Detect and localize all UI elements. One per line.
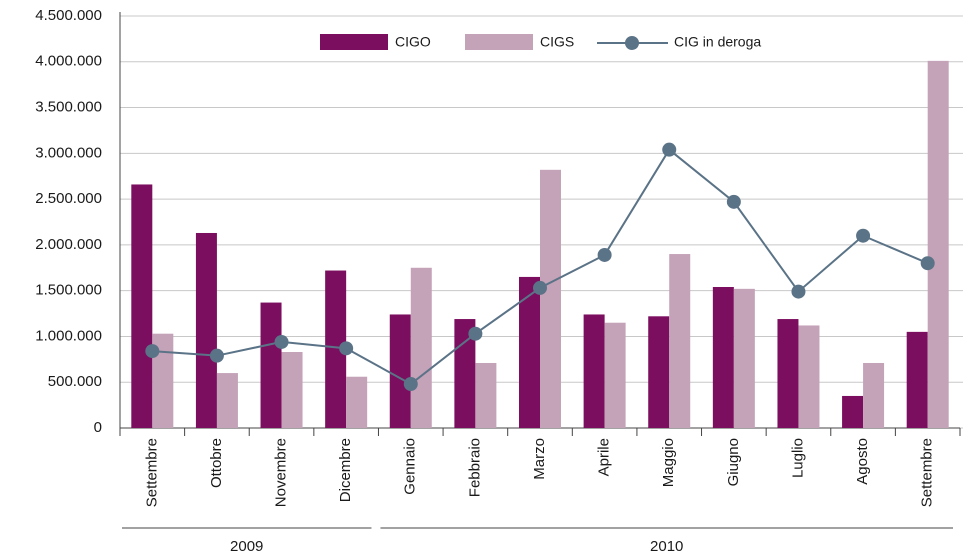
line-marker [274,334,289,349]
line-marker [145,344,160,359]
x-tick-label: Luglio [789,438,806,478]
x-tick-label: Settembre [919,438,936,507]
x-tick-label: Marzo [531,438,548,480]
bar [346,376,368,428]
line-marker [403,377,418,392]
bar [475,362,497,428]
bar [152,333,174,428]
bar [131,184,153,428]
bar [798,325,820,428]
x-tick-label: Febbraio [466,438,483,497]
line-marker [339,341,354,356]
y-tick-label: 1.500.000 [35,282,102,299]
line-marker [856,228,871,243]
legend-marker [625,36,639,50]
bar [410,267,432,428]
group-label: 2010 [650,538,683,555]
bar [540,169,561,428]
line-marker [920,256,935,271]
y-tick-label: 2.000.000 [35,236,102,253]
line-marker [597,247,612,262]
bar [777,319,799,428]
line-marker [209,348,224,363]
bar [519,276,540,428]
x-tick-label: Agosto [854,438,871,485]
y-tick-label: 3.500.000 [35,99,102,116]
bar [648,316,670,428]
x-tick-label: Dicembre [337,438,354,502]
line-marker [662,142,677,157]
line-marker [533,280,547,295]
bar [842,395,864,428]
x-tick-label: Maggio [660,438,677,487]
y-tick-label: 500.000 [48,373,102,390]
bar [583,314,605,428]
legend-label: CIGS [540,34,574,50]
x-tick-label: Giugno [725,438,742,486]
x-tick-label: Gennaio [402,438,419,495]
y-tick-label: 3.000.000 [35,144,102,161]
bar [863,362,885,428]
legend-swatch [465,34,533,50]
group-label: 2009 [230,538,263,555]
bar [669,254,691,428]
x-tick-label: Aprile [596,438,613,476]
bar [733,288,755,428]
line-marker [726,194,741,209]
y-tick-label: 1.000.000 [35,327,102,344]
line-marker [791,284,806,299]
bar [195,232,217,428]
legend-label: CIGO [395,34,431,50]
bar [325,270,347,428]
bar [712,287,734,428]
bar [389,314,411,428]
y-tick-label: 2.500.000 [35,190,102,207]
bar [260,302,282,428]
line-marker [468,326,483,341]
bar [906,331,928,428]
y-tick-label: 4.000.000 [35,53,102,70]
bar [281,352,303,428]
legend-swatch [320,34,388,50]
x-tick-label: Settembre [143,438,160,507]
bar [927,60,949,429]
x-tick-label: Novembre [273,438,290,507]
y-tick-label: 0 [94,419,102,436]
x-tick-label: Ottobre [208,438,225,488]
y-tick-label: 4.500.000 [35,7,102,24]
legend-label: CIG in deroga [674,34,761,50]
bar [604,322,626,428]
bar [216,373,238,428]
